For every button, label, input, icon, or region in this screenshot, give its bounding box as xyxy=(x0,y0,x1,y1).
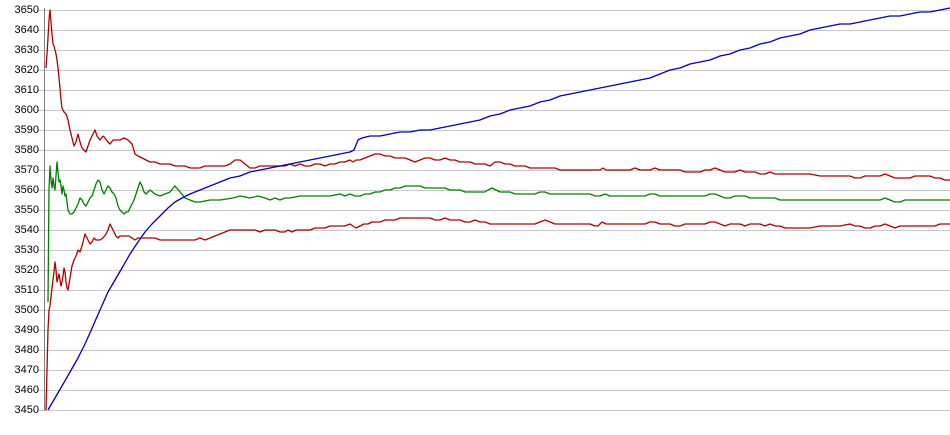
y-axis-tick-label: 3470 xyxy=(15,364,39,376)
y-axis-tick-label: 3520 xyxy=(15,264,39,276)
series-lower-band-red xyxy=(45,217,950,411)
series-upper-band-red xyxy=(45,9,950,181)
y-axis-tick-label: 3570 xyxy=(15,164,39,176)
y-axis-tick-label: 3460 xyxy=(15,384,39,396)
y-axis-tick-label: 3480 xyxy=(15,344,39,356)
y-axis-tick-label: 3630 xyxy=(15,44,39,56)
y-axis-tick-label: 3580 xyxy=(15,144,39,156)
y-axis-tick-label: 3600 xyxy=(15,104,39,116)
y-axis-tick-label: 3550 xyxy=(15,204,39,216)
y-axis-tick-label: 3540 xyxy=(15,224,39,236)
y-axis-tick-label: 3530 xyxy=(15,244,39,256)
y-axis-tick-label: 3490 xyxy=(15,324,39,336)
y-axis-tick-label: 3500 xyxy=(15,304,39,316)
y-axis-tick-label: 3620 xyxy=(15,64,39,76)
series-mid-green xyxy=(47,161,950,303)
y-axis-tick-label: 3640 xyxy=(15,24,39,36)
y-axis-tick-label: 3560 xyxy=(15,184,39,196)
y-axis-tick-label: 3590 xyxy=(15,124,39,136)
y-axis-tick-label: 3510 xyxy=(15,284,39,296)
y-axis-tick-label: 3650 xyxy=(15,4,39,16)
series-rising-blue xyxy=(47,7,950,411)
y-axis-tick-label: 3450 xyxy=(15,404,39,416)
y-axis-tick-label: 3610 xyxy=(15,84,39,96)
